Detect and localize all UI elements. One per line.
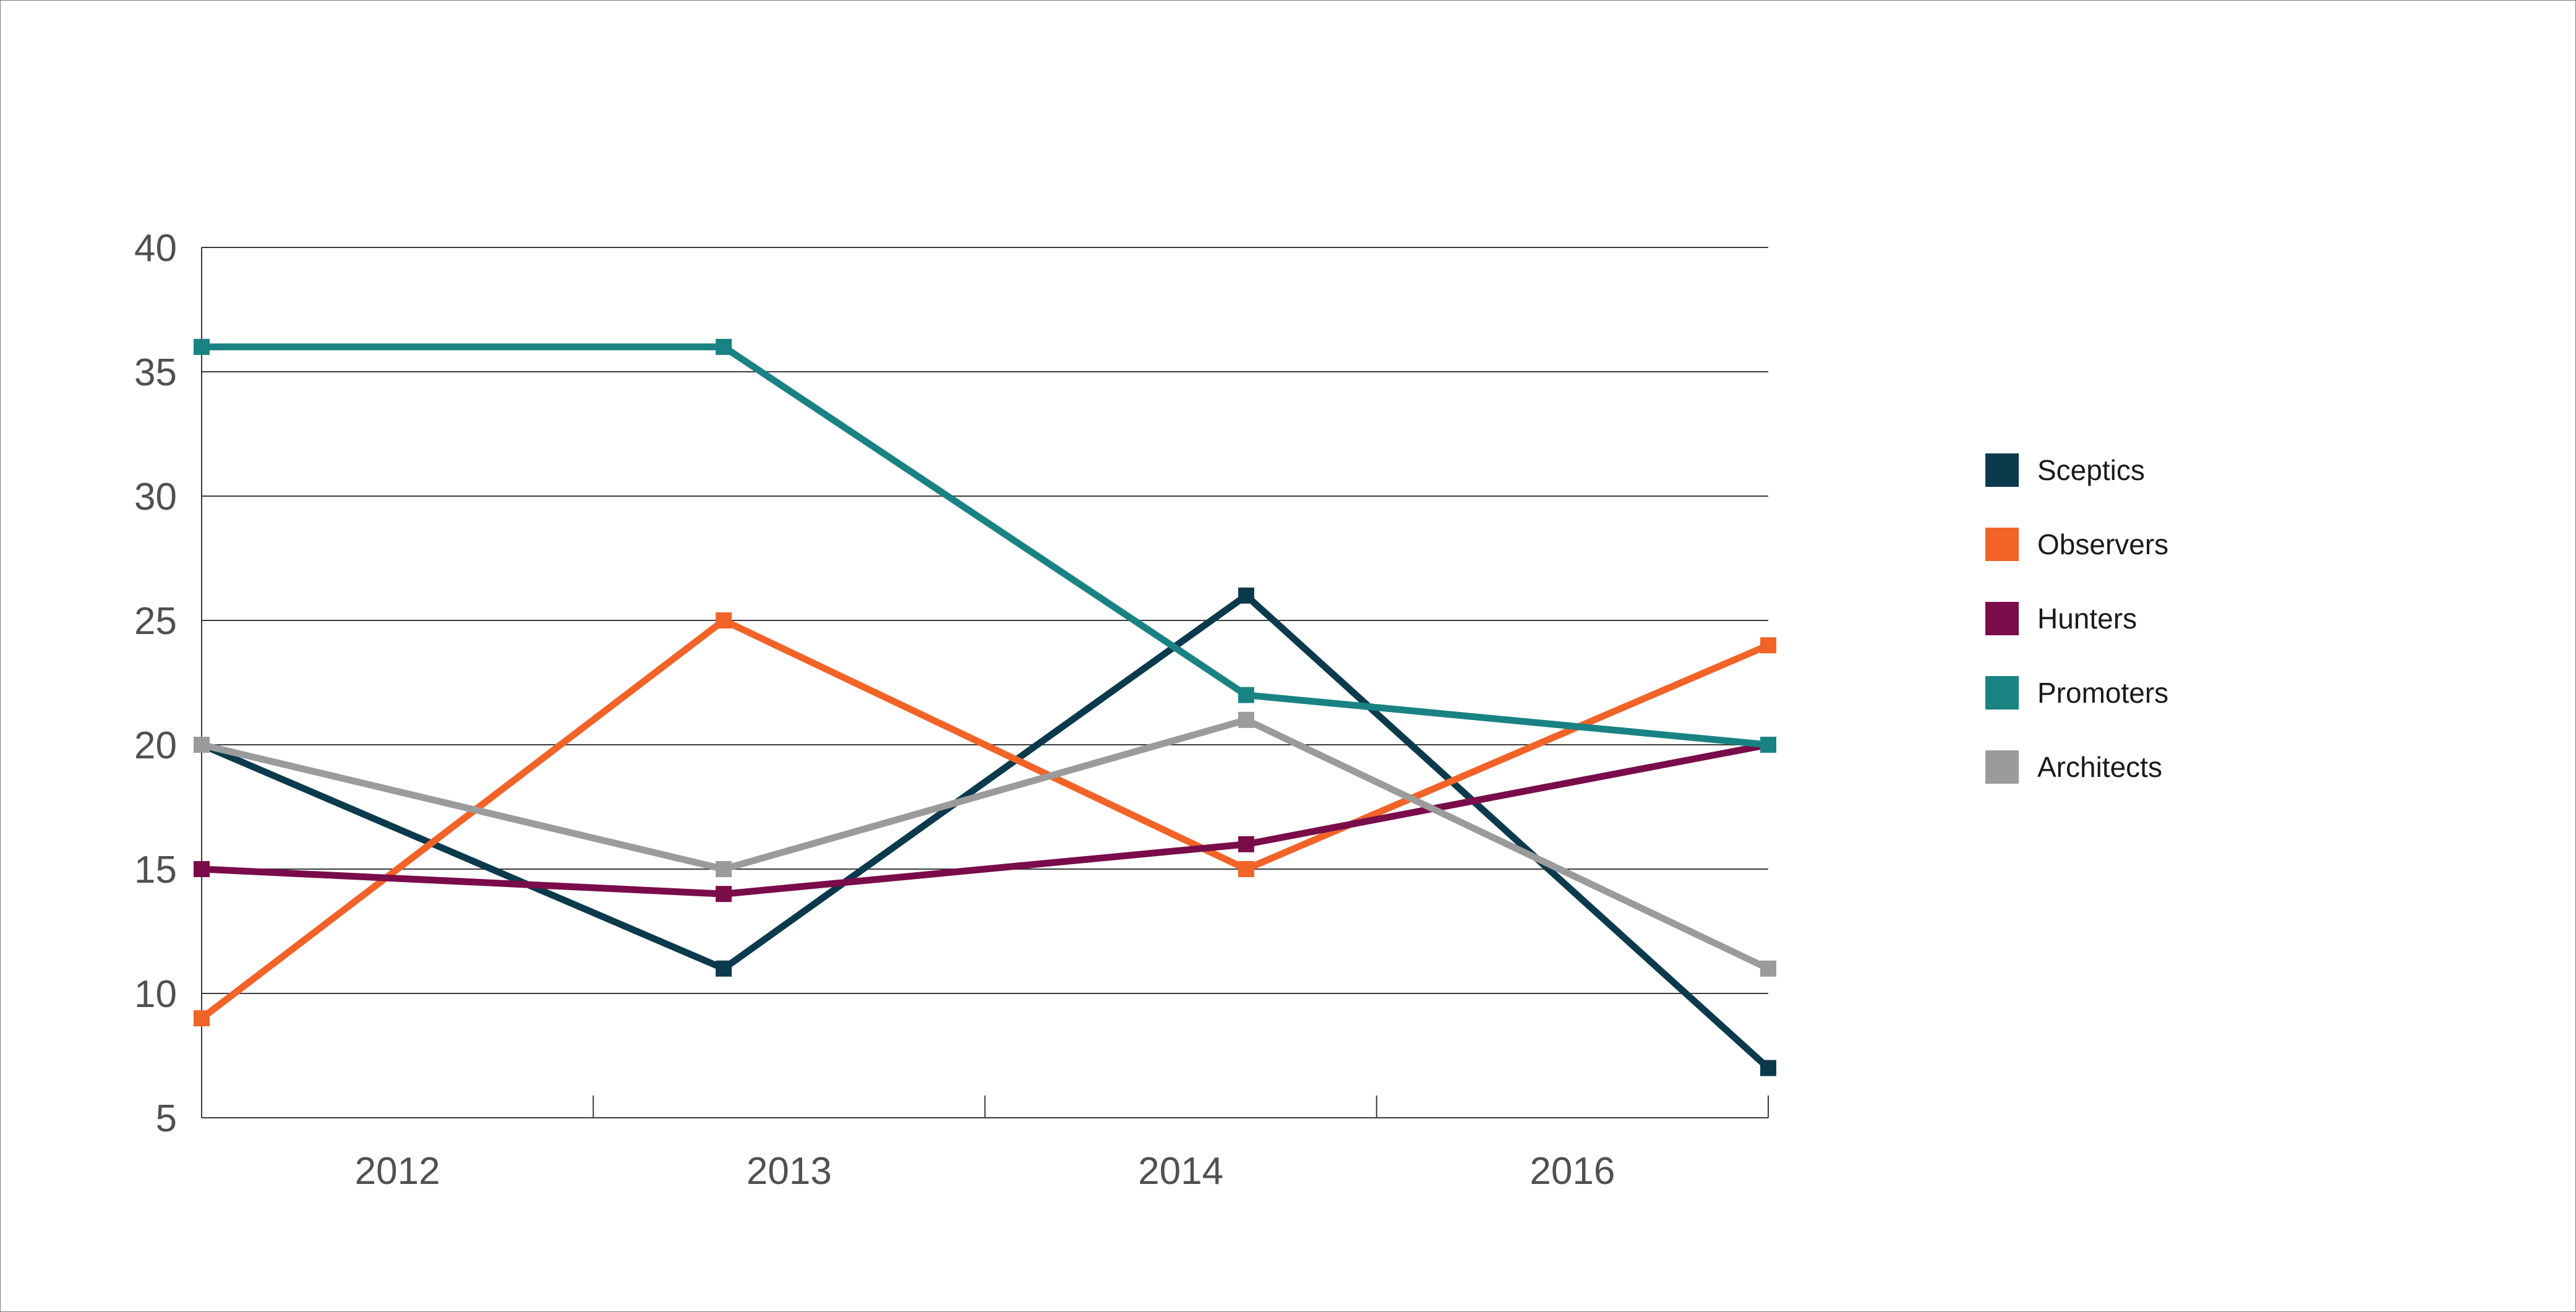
series-lines [194, 338, 1776, 1076]
x-tick-label: 2012 [355, 1150, 440, 1193]
data-point-promoters [194, 338, 210, 355]
series-hunters [194, 737, 1776, 903]
data-point-promoters [1760, 737, 1776, 753]
data-point-sceptics [716, 960, 732, 977]
data-point-observers [716, 612, 732, 628]
legend-label: Architects [2037, 751, 2162, 783]
legend: Sceptics Observers Hunters Promoters Archite… [1985, 453, 2168, 784]
y-tick-label: 40 [134, 227, 177, 270]
data-point-promoters [1238, 687, 1254, 703]
legend-swatch [1985, 528, 2019, 561]
data-point-hunters [194, 861, 210, 877]
legend-item-architects: Architects [1985, 750, 2162, 784]
series-observers [194, 612, 1776, 1027]
legend-swatch [1985, 750, 2019, 784]
y-tick-label: 30 [134, 476, 177, 518]
data-point-observers [1238, 861, 1254, 877]
data-point-architects [1760, 960, 1776, 977]
x-axis-tick-labels: 2012 2013 2014 2016 [355, 1150, 1615, 1193]
legend-swatch [1985, 602, 2019, 635]
x-tick-label: 2016 [1530, 1150, 1615, 1193]
legend-swatch [1985, 676, 2019, 710]
axes [201, 247, 1769, 1118]
data-point-architects [1238, 711, 1254, 728]
data-point-architects [194, 737, 210, 753]
series-promoters [194, 338, 1776, 753]
y-tick-label: 25 [134, 600, 177, 643]
x-tick-label: 2013 [747, 1150, 832, 1193]
y-axis-tick-labels: 5 10 15 20 25 30 35 40 [134, 227, 177, 1140]
series-line-promoters [202, 343, 1769, 748]
legend-label: Hunters [2037, 602, 2137, 635]
data-point-observers [1760, 637, 1776, 654]
y-tick-label: 20 [134, 724, 177, 767]
series-line-observers [199, 616, 1770, 1021]
data-point-sceptics [1760, 1060, 1776, 1076]
legend-item-promoters: Promoters [1985, 676, 2168, 710]
data-point-sceptics [1238, 587, 1254, 604]
data-point-hunters [716, 886, 732, 903]
legend-label: Sceptics [2037, 454, 2145, 486]
legend-item-hunters: Hunters [1985, 602, 2137, 635]
legend-item-observers: Observers [1985, 528, 2168, 561]
legend-item-sceptics: Sceptics [1985, 453, 2145, 487]
x-tick-label: 2014 [1138, 1150, 1223, 1193]
y-tick-label: 10 [134, 973, 177, 1016]
data-point-observers [194, 1010, 210, 1027]
legend-label: Observers [2037, 528, 2168, 560]
legend-swatch [1985, 453, 2019, 487]
series-line-sceptics [200, 591, 1771, 1071]
series-line-hunters [201, 741, 1769, 898]
data-point-promoters [716, 338, 732, 355]
legend-label: Promoters [2037, 677, 2168, 709]
y-tick-label: 5 [156, 1097, 177, 1140]
y-tick-label: 35 [134, 351, 177, 394]
data-point-hunters [1238, 836, 1254, 852]
series-architects [194, 711, 1776, 977]
series-line-architects [200, 716, 1770, 972]
data-point-architects [716, 861, 732, 877]
series-sceptics [194, 587, 1776, 1076]
y-tick-label: 15 [134, 849, 177, 891]
